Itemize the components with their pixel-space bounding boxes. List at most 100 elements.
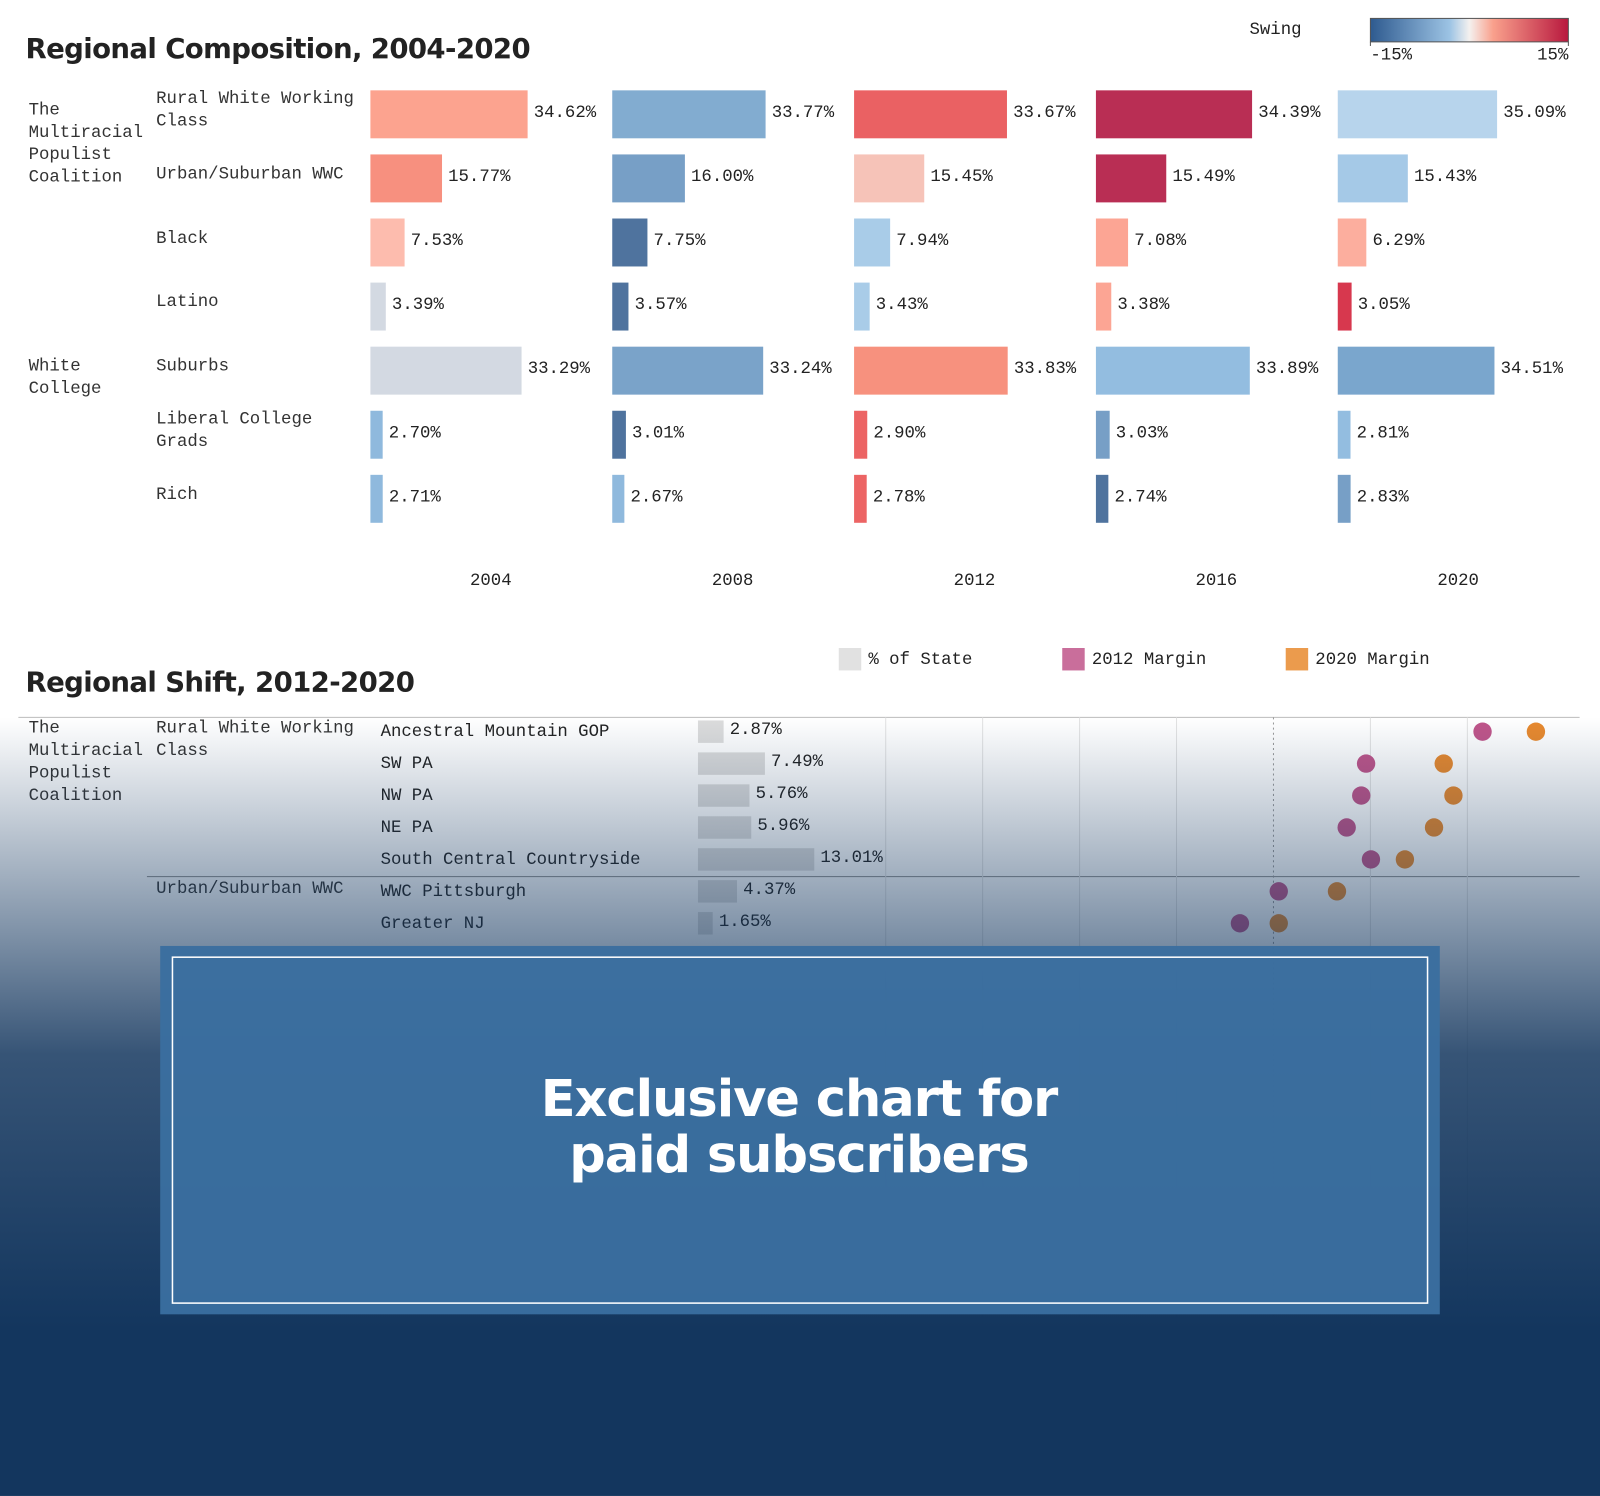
bar — [1095, 282, 1112, 331]
value-label: 2.71% — [389, 488, 442, 507]
value-label: 2.74% — [1114, 488, 1167, 507]
year-label: 2016 — [1196, 572, 1238, 591]
value-label: 35.09% — [1503, 104, 1566, 123]
category-label: Rich — [156, 485, 198, 505]
bar — [1095, 154, 1167, 203]
paywall: Exclusive chart for paid subscribers — [160, 945, 1440, 1315]
value-label: 33.67% — [1013, 104, 1076, 123]
value-label: 7.94% — [896, 232, 949, 251]
category-label: Suburbs — [156, 357, 230, 377]
legend-swatch — [1062, 648, 1085, 671]
bar — [854, 154, 925, 203]
bar — [1095, 474, 1109, 523]
year-label: 2004 — [470, 572, 512, 591]
category-label-box: Rural White Working Class — [156, 89, 354, 132]
year-label: 2020 — [1437, 572, 1479, 591]
bar — [1095, 218, 1129, 267]
category-label-box: Black — [156, 229, 209, 249]
bar — [854, 282, 870, 331]
value-label: 15.45% — [930, 168, 993, 187]
category-label-box: Urban/Suburban WWC — [156, 165, 344, 185]
year-label: 2012 — [954, 572, 996, 591]
category-label: Urban/Suburban WWC — [156, 165, 344, 185]
bar — [1337, 282, 1352, 331]
bar — [612, 218, 648, 267]
legend-label: 2020 Margin — [1315, 651, 1429, 670]
category-label: Rural White Working Class — [156, 89, 354, 132]
year-label: 2008 — [712, 572, 754, 591]
paywall-text: paid subscribers — [569, 1126, 1028, 1185]
value-label: 3.01% — [632, 424, 685, 443]
group-label-box: White College — [28, 357, 102, 400]
category-label: Liberal College Grads — [156, 410, 313, 453]
colorbar — [1369, 17, 1569, 43]
bar — [1095, 90, 1253, 139]
bar — [612, 474, 625, 523]
legend-swatch — [838, 648, 862, 671]
bar — [1095, 410, 1110, 459]
legend-label: 2012 Margin — [1092, 651, 1206, 670]
value-label: 7.53% — [411, 232, 464, 251]
category-label: Black — [156, 229, 209, 249]
bar — [370, 474, 383, 523]
value-label: 15.77% — [448, 168, 511, 187]
value-label: 3.39% — [392, 296, 445, 315]
value-label: 7.08% — [1134, 232, 1187, 251]
bar — [612, 154, 685, 203]
bar — [1337, 346, 1495, 395]
bar — [854, 346, 1008, 395]
value-label: 34.62% — [534, 104, 597, 123]
bar — [854, 410, 868, 459]
value-label: 15.49% — [1172, 168, 1235, 187]
bar — [370, 218, 405, 267]
value-label: 3.03% — [1116, 424, 1169, 443]
category-label: Latino — [156, 293, 219, 313]
value-label: 34.39% — [1258, 104, 1321, 123]
value-label: 2.90% — [873, 424, 926, 443]
category-label-box: Liberal College Grads — [156, 410, 313, 453]
value-label: 33.83% — [1014, 360, 1077, 379]
value-label: 33.29% — [528, 360, 591, 379]
value-label: 15.43% — [1414, 168, 1477, 187]
group-label-box: The Multiracial Populist Coalition — [28, 101, 144, 188]
bar — [370, 154, 443, 203]
value-label: 2.70% — [389, 424, 442, 443]
bar — [370, 346, 522, 395]
bar — [612, 90, 766, 139]
paywall-frame — [171, 956, 1429, 1304]
colorbar-tick-label: -15% — [1370, 47, 1412, 66]
bar — [1337, 474, 1351, 523]
bar — [612, 282, 629, 331]
paywall-box — [160, 945, 1440, 1315]
value-label: 2.83% — [1357, 488, 1410, 507]
chart-title: Regional Composition, 2004-2020 — [26, 33, 531, 65]
category-label-box: Suburbs — [156, 357, 230, 377]
group-label: The Multiracial Populist Coalition — [28, 101, 144, 188]
colorbar-title: Swing — [1250, 21, 1302, 40]
bar — [1095, 346, 1250, 395]
bar — [370, 90, 528, 139]
bar — [854, 474, 867, 523]
value-label: 7.75% — [654, 232, 707, 251]
category-label-box: Rich — [156, 485, 198, 505]
value-label: 3.43% — [876, 296, 929, 315]
bar — [612, 410, 626, 459]
composition-chart: Regional Composition, 2004-2020 Swing -15%… — [26, 17, 1569, 591]
value-label: 3.57% — [635, 296, 688, 315]
bar — [612, 346, 764, 395]
bar — [1337, 410, 1351, 459]
colorbar-tick-label: 15% — [1537, 47, 1569, 66]
value-label: 33.89% — [1256, 360, 1319, 379]
chart-title: Regional Shift, 2012-2020 — [26, 667, 415, 699]
value-label: 6.29% — [1372, 232, 1425, 251]
category-label-box: Latino — [156, 293, 219, 313]
legend-label: % of State — [868, 651, 972, 670]
bar — [370, 282, 386, 331]
value-label: 16.00% — [691, 168, 754, 187]
group-label: White College — [28, 357, 102, 400]
bar — [1337, 90, 1498, 139]
value-label: 3.05% — [1358, 296, 1411, 315]
fade — [0, 1326, 1600, 1496]
bar — [1337, 154, 1408, 203]
